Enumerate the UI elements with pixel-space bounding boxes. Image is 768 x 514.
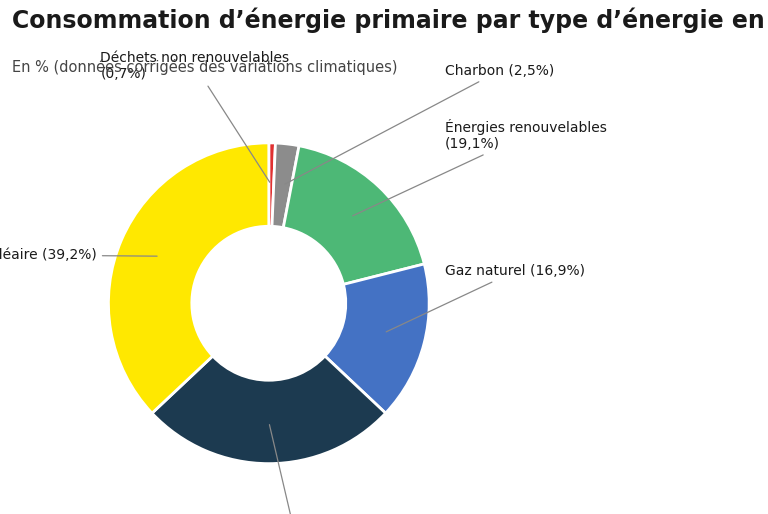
Text: En % (données corrigées des variations climatiques): En % (données corrigées des variations c… xyxy=(12,59,397,75)
Text: Produits pétroliers (27,5%): Produits pétroliers (27,5%) xyxy=(208,425,394,514)
Text: Nucléaire (39,2%): Nucléaire (39,2%) xyxy=(0,248,157,262)
Wedge shape xyxy=(283,146,424,284)
Wedge shape xyxy=(325,264,429,413)
Wedge shape xyxy=(272,143,299,228)
Text: Déchets non renouvelables
(0,7%): Déchets non renouvelables (0,7%) xyxy=(101,51,290,182)
Wedge shape xyxy=(269,143,276,226)
Text: Charbon (2,5%): Charbon (2,5%) xyxy=(285,64,554,184)
Text: Consommation d’énergie primaire par type d’énergie en 2020: Consommation d’énergie primaire par type… xyxy=(12,8,768,33)
Text: Gaz naturel (16,9%): Gaz naturel (16,9%) xyxy=(386,264,585,332)
Text: Énergies renouvelables
(19,1%): Énergies renouvelables (19,1%) xyxy=(353,119,607,216)
Wedge shape xyxy=(152,356,386,464)
Wedge shape xyxy=(108,143,269,413)
